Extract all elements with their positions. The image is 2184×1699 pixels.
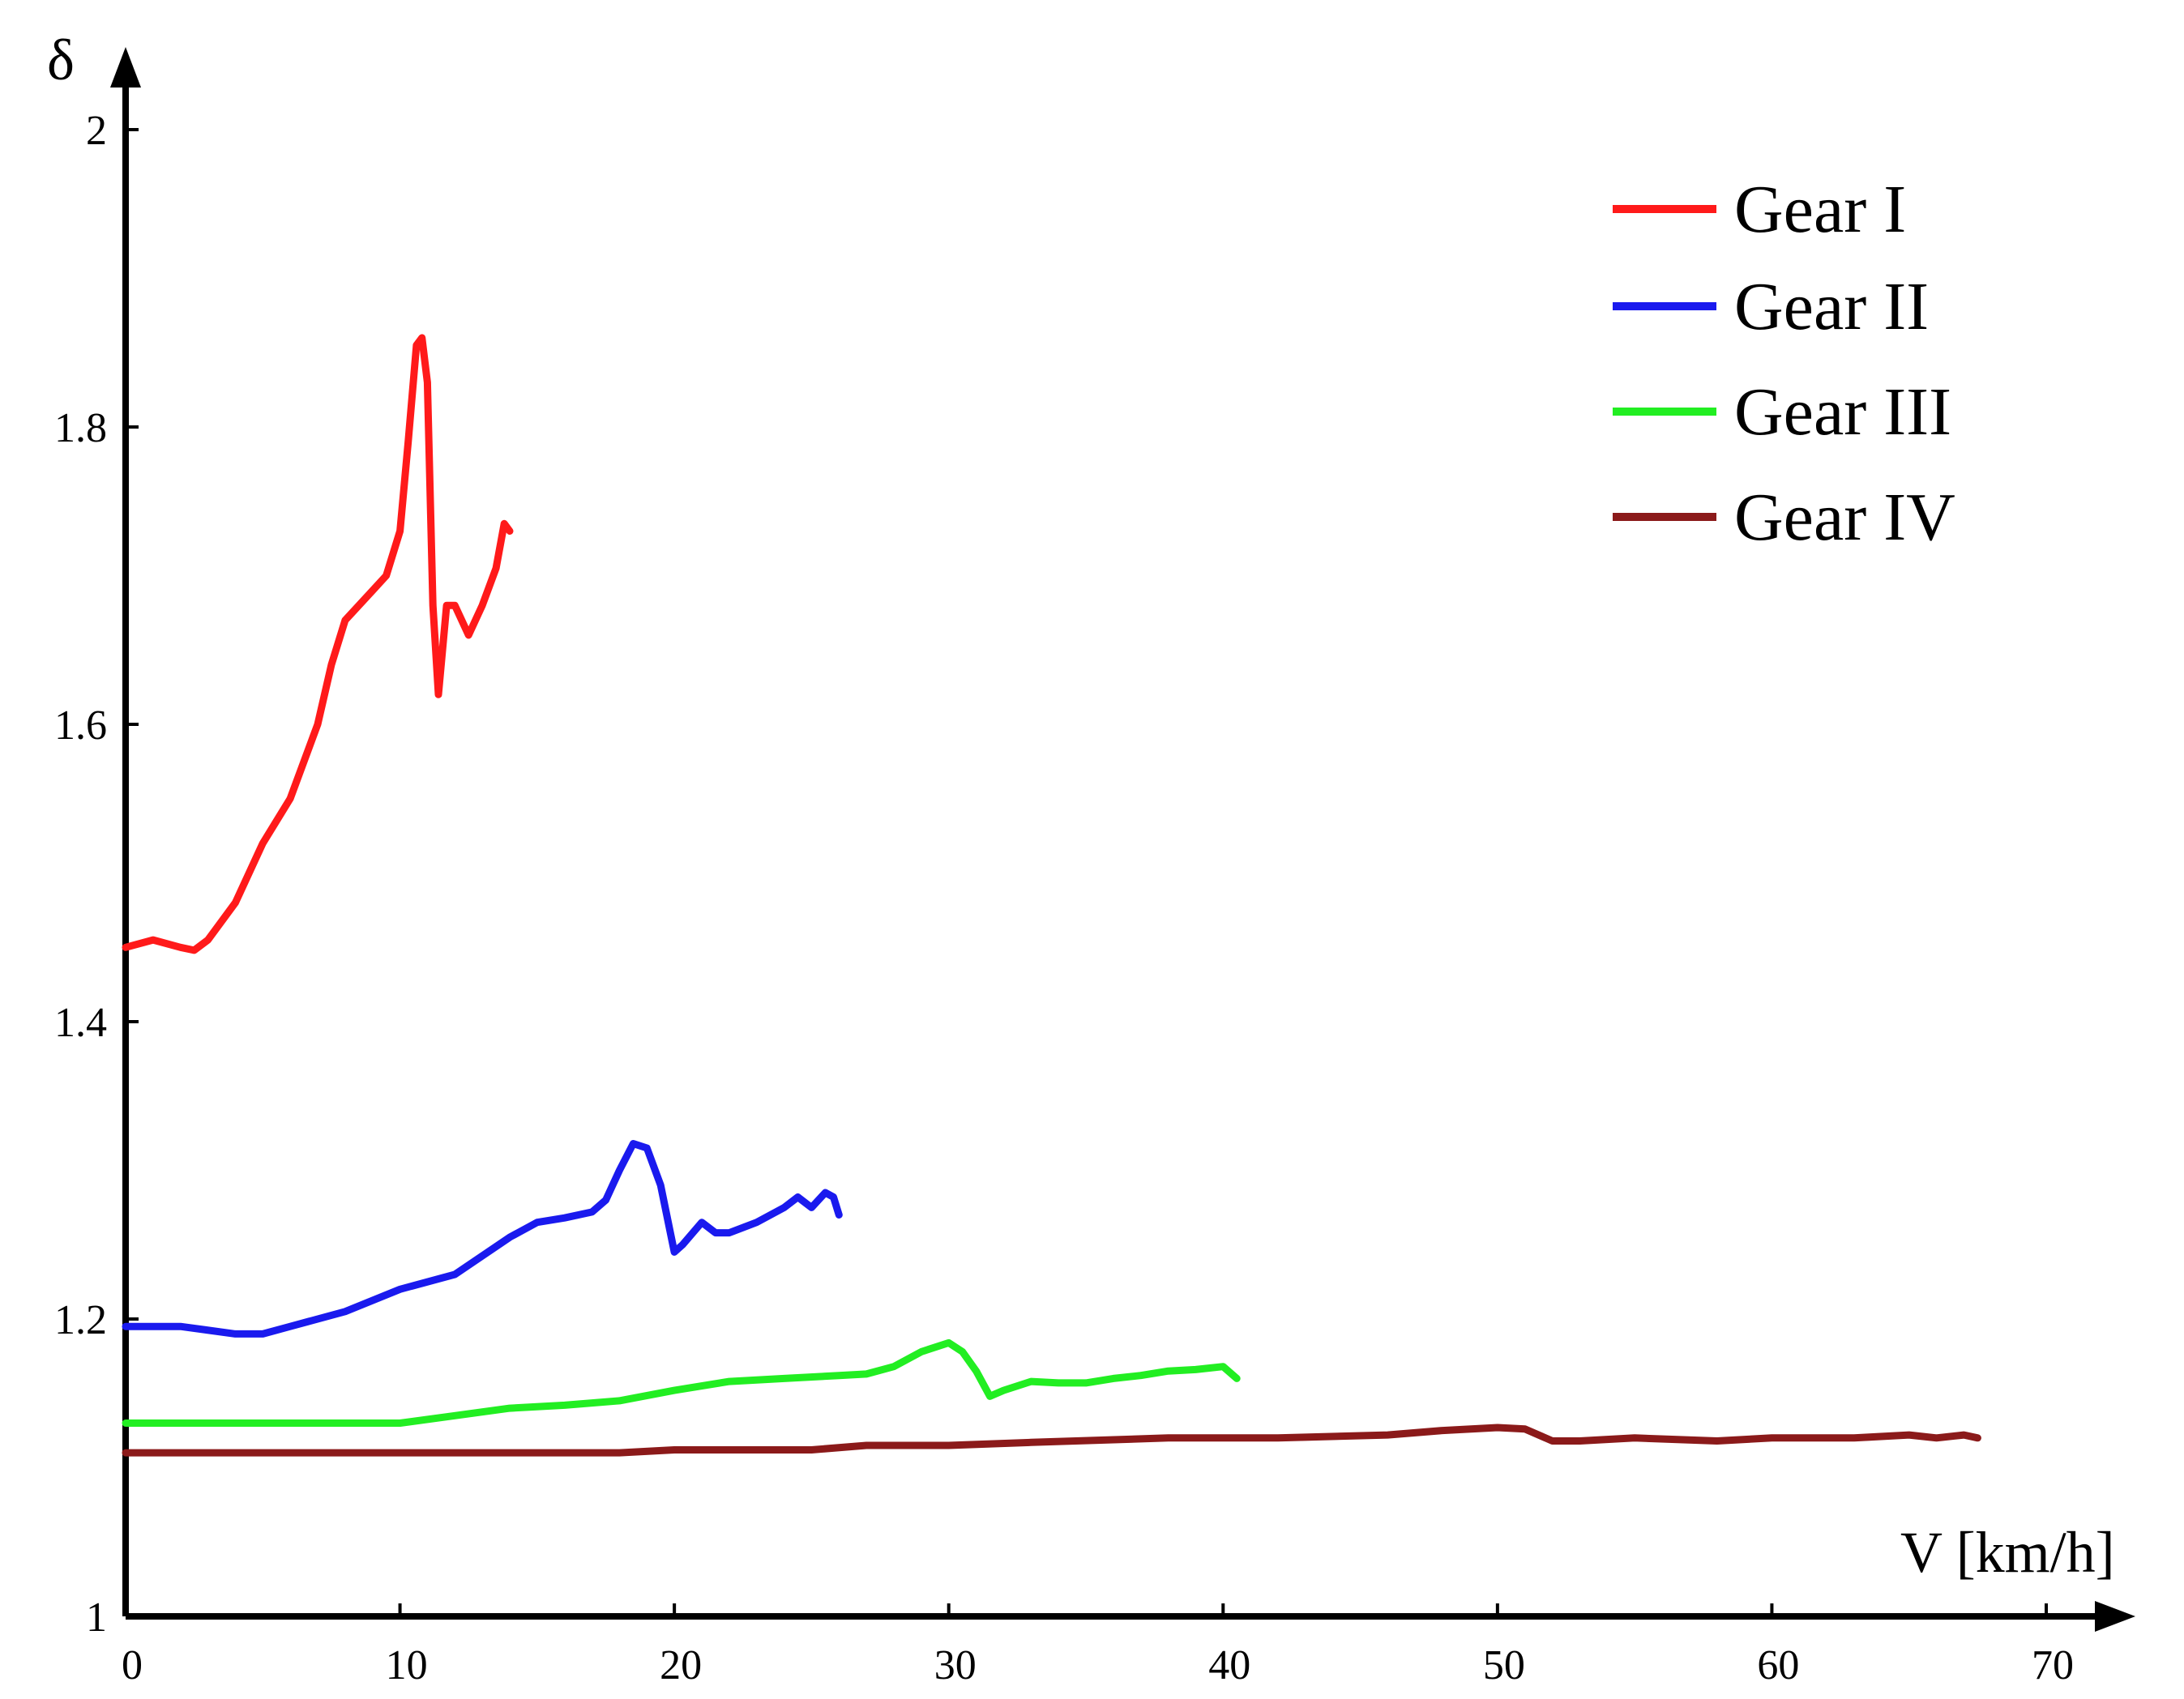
x-tick-label: 20 [660,1642,702,1688]
x-tick-label: 40 [1208,1642,1250,1688]
x-tick-label: 10 [386,1642,428,1688]
legend: Gear I Gear II Gear III Gear IV [1613,172,1955,555]
y-tick-label: 1.4 [54,1000,107,1046]
y-axis-arrow [110,47,141,88]
series-line-gear-4 [122,1424,1981,1457]
series-line-gear-2 [122,1140,843,1338]
x-tick-label: 0 [122,1642,143,1688]
ticks: 0 10 20 30 40 50 60 70 1 1.2 1.4 1.6 1.8 2 [54,108,2074,1688]
x-tick-label: 70 [2032,1642,2074,1688]
y-axis-title: δ [47,28,75,92]
x-axis-title: V [km/h] [1900,1520,2115,1585]
series-line-gear-1 [122,334,514,954]
legend-label: Gear III [1734,374,1951,450]
x-tick-label: 30 [934,1642,977,1688]
y-tick-label: 1 [86,1594,107,1641]
legend-label: Gear IV [1734,480,1955,555]
axes [110,47,2135,1632]
x-tick-label: 50 [1483,1642,1525,1688]
x-axis-arrow [2095,1601,2135,1632]
y-tick-label: 1.6 [54,702,107,749]
x-tick-label: 60 [1757,1642,1799,1688]
y-tick-label: 1.8 [54,405,107,451]
legend-label: Gear I [1734,172,1906,247]
legend-label: Gear II [1734,269,1929,344]
series-line-gear-3 [122,1338,1241,1427]
y-tick-label: 2 [86,108,107,154]
y-tick-label: 1.2 [54,1297,107,1343]
series-layer [122,334,1981,1457]
